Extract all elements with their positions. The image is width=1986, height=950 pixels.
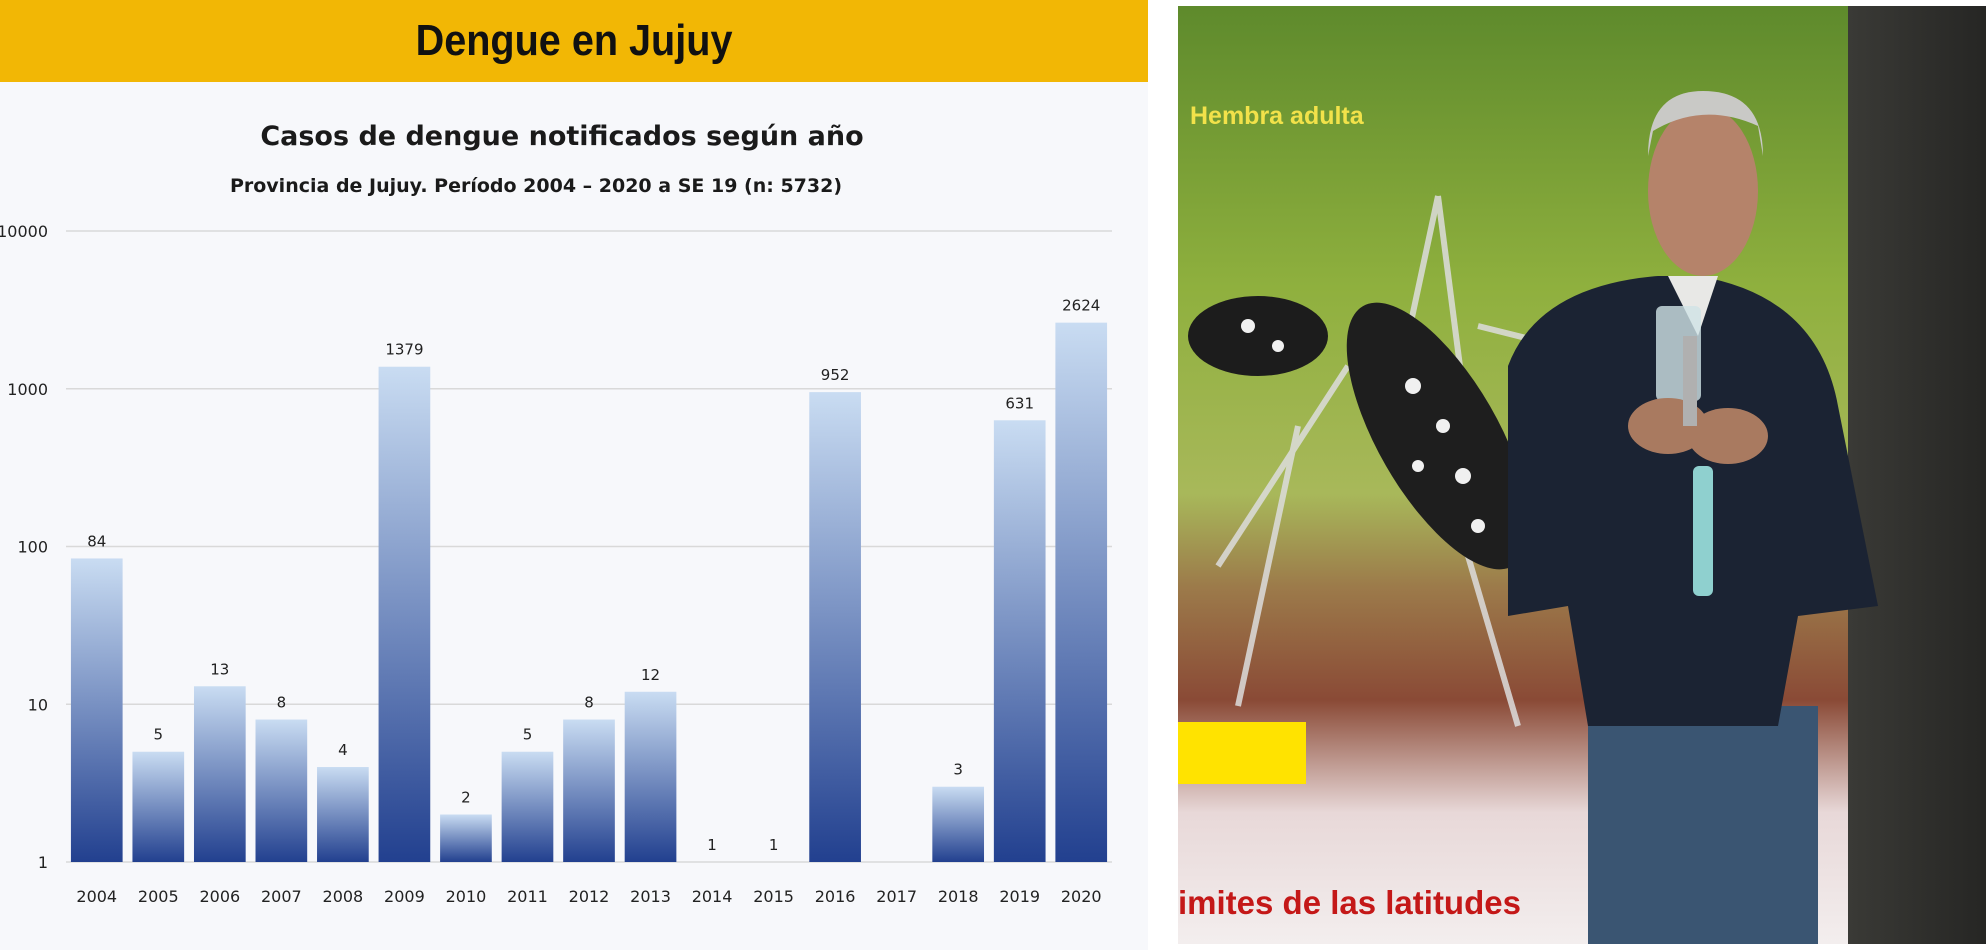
screen-caption: Hembra adulta bbox=[1190, 102, 1364, 130]
data-label-2011: 5 bbox=[523, 726, 533, 744]
bar-2004 bbox=[70, 558, 123, 862]
x-tick-label-2019: 2019 bbox=[999, 887, 1040, 906]
bar-2016 bbox=[809, 392, 861, 862]
y-tick-label: 100 bbox=[17, 538, 48, 557]
x-tick-label-2020: 2020 bbox=[1061, 887, 1102, 906]
data-label-2020: 2624 bbox=[1062, 297, 1100, 315]
banner-title: Dengue en Jujuy bbox=[415, 16, 733, 65]
data-label-2016: 952 bbox=[821, 366, 850, 384]
x-tick-label-2009: 2009 bbox=[384, 887, 425, 906]
bar-2007 bbox=[255, 719, 308, 862]
x-tick-label-2010: 2010 bbox=[446, 887, 487, 906]
slide-banner: Dengue en Jujuy bbox=[0, 0, 1148, 82]
x-tick-label-2013: 2013 bbox=[630, 887, 671, 906]
x-tick-label-2016: 2016 bbox=[815, 887, 856, 906]
bar-2019 bbox=[993, 420, 1046, 862]
x-tick-label-2018: 2018 bbox=[938, 887, 979, 906]
bar-2011 bbox=[501, 751, 554, 862]
bar-2005 bbox=[132, 751, 185, 862]
x-tick-label-2014: 2014 bbox=[692, 887, 733, 906]
data-label-2004: 84 bbox=[87, 532, 106, 550]
data-label-2019: 631 bbox=[1005, 394, 1034, 412]
data-label-2015: 1 bbox=[769, 836, 779, 854]
data-label-2012: 8 bbox=[584, 694, 594, 712]
x-tick-label-2005: 2005 bbox=[138, 887, 179, 906]
x-tick-label-2008: 2008 bbox=[323, 887, 364, 906]
y-tick-label: 1000 bbox=[7, 380, 48, 399]
data-label-2010: 2 bbox=[461, 789, 471, 807]
data-label-2013: 12 bbox=[641, 666, 660, 684]
bar-2008 bbox=[317, 767, 369, 862]
dengue-bar-chart: Casos de dengue notificados según año Pr… bbox=[0, 121, 1112, 906]
x-tick-label-2007: 2007 bbox=[261, 887, 302, 906]
bars bbox=[70, 322, 1108, 862]
bar-2013 bbox=[624, 691, 677, 862]
x-tick-label-2006: 2006 bbox=[199, 887, 240, 906]
x-axis-ticks: 2004 2005 2006 2007 2008 2009 2010 2011 2012 2013… bbox=[76, 887, 1101, 906]
speaker-video-frame: Hembra adulta imites de las latitudes bbox=[1178, 6, 1986, 944]
y-axis-ticks: 1 10 100 1000 10000 bbox=[0, 222, 48, 872]
presentation-slide: Dengue en Jujuy Casos de dengue notifica… bbox=[0, 0, 1148, 906]
x-tick-label-2011: 2011 bbox=[507, 887, 548, 906]
bar-2012 bbox=[563, 719, 615, 862]
screen-bottom-text: imites de las latitudes bbox=[1178, 884, 1521, 921]
chart-title: Casos de dengue notificados según año bbox=[260, 121, 863, 152]
mosquito-illustration bbox=[1188, 195, 1719, 727]
bar-2006 bbox=[193, 686, 246, 862]
y-tick-label: 1 bbox=[38, 853, 48, 872]
data-label-2007: 8 bbox=[277, 694, 287, 712]
stage-curtain bbox=[1848, 6, 1986, 944]
data-label-2005: 5 bbox=[154, 726, 164, 744]
y-tick-label: 10 bbox=[28, 695, 48, 714]
data-label-2008: 4 bbox=[338, 741, 348, 759]
data-label-2014: 1 bbox=[707, 836, 717, 854]
bar-2009 bbox=[378, 366, 431, 862]
x-tick-label-2012: 2012 bbox=[569, 887, 610, 906]
data-label-2018: 3 bbox=[953, 761, 963, 779]
bar-2020 bbox=[1055, 322, 1108, 862]
x-tick-label-2017: 2017 bbox=[876, 887, 917, 906]
screen-yellow-box bbox=[1178, 722, 1306, 784]
x-tick-label-2004: 2004 bbox=[76, 887, 117, 906]
x-tick-label-2015: 2015 bbox=[753, 887, 794, 906]
bar-2018 bbox=[932, 786, 985, 862]
data-label-2009: 1379 bbox=[385, 341, 423, 359]
chart-subtitle: Provincia de Jujuy. Período 2004 – 2020 … bbox=[230, 175, 842, 197]
y-tick-label: 10000 bbox=[0, 222, 48, 241]
data-label-2006: 13 bbox=[210, 660, 229, 678]
bar-2010 bbox=[440, 814, 492, 862]
speaker-figure bbox=[1508, 91, 1878, 944]
